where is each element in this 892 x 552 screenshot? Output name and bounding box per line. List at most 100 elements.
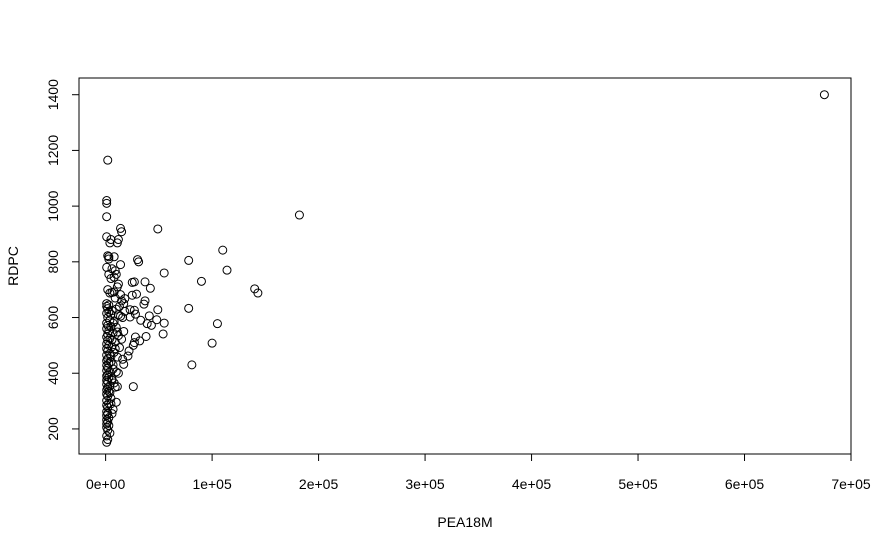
data-point (123, 351, 133, 361)
y-tick-label: 1400 (45, 79, 61, 110)
data-point (145, 283, 155, 293)
y-tick-label: 600 (45, 306, 61, 330)
plot-box (78, 77, 852, 455)
x-axis-label: PEA18M (437, 514, 492, 530)
data-point (152, 315, 162, 325)
data-point (102, 196, 112, 206)
y-tick-label: 1000 (45, 190, 61, 221)
data-point (127, 277, 137, 287)
data-point (128, 340, 138, 350)
data-point (106, 274, 116, 284)
data-point (117, 296, 127, 306)
data-point (119, 359, 129, 369)
data-point (146, 320, 156, 330)
data-point (102, 344, 112, 354)
data-point (125, 305, 135, 315)
data-point (184, 303, 194, 313)
data-point (102, 385, 112, 395)
data-point (104, 386, 114, 396)
data-point (159, 318, 169, 328)
data-point (116, 260, 126, 270)
data-point (107, 335, 117, 345)
data-point (105, 388, 115, 398)
x-tick-label: 5e+05 (618, 476, 658, 492)
x-tick-label: 6e+05 (725, 476, 765, 492)
data-point (184, 255, 194, 265)
data-point (141, 331, 151, 341)
data-point (105, 428, 115, 438)
data-point (108, 328, 118, 338)
data-point (196, 276, 206, 286)
data-point (222, 265, 232, 275)
data-point (106, 352, 116, 362)
data-point (124, 346, 134, 356)
data-point (109, 252, 119, 262)
data-point (129, 305, 139, 315)
data-point (110, 344, 120, 354)
data-point (125, 312, 135, 322)
data-point (106, 399, 116, 409)
y-axis-label: RDPC (5, 246, 21, 286)
data-point (158, 329, 168, 339)
data-point (114, 343, 124, 353)
data-point (114, 301, 124, 311)
data-point (153, 224, 163, 234)
data-point (102, 350, 112, 360)
data-point (105, 238, 115, 248)
data-point (102, 437, 112, 447)
data-point (212, 319, 222, 329)
data-point (106, 309, 116, 319)
data-point (102, 198, 112, 208)
data-point (112, 282, 122, 292)
x-tick-label: 4e+05 (512, 476, 552, 492)
data-point (102, 431, 112, 441)
data-point (159, 268, 169, 278)
data-point (133, 255, 143, 265)
data-point (102, 212, 112, 222)
data-point (118, 354, 128, 364)
y-tick-label: 800 (45, 250, 61, 274)
data-point (132, 289, 142, 299)
data-point (112, 352, 122, 362)
data-points (102, 90, 829, 447)
data-point (140, 277, 150, 287)
x-tick-label: 1e+05 (192, 476, 232, 492)
data-point (127, 290, 137, 300)
data-point (153, 305, 163, 315)
data-point (104, 252, 114, 262)
data-point (103, 155, 113, 165)
data-point (104, 269, 114, 279)
data-point (105, 315, 115, 325)
y-axis: 200 400 600 800 1000 1200 1400 (45, 79, 80, 441)
data-point (130, 309, 140, 319)
data-point (218, 245, 228, 255)
data-point (819, 90, 829, 100)
data-point (107, 409, 117, 419)
data-point (117, 334, 127, 344)
data-point (107, 287, 117, 297)
data-point (108, 318, 118, 328)
data-point (144, 311, 154, 321)
x-tick-label: 2e+05 (299, 476, 339, 492)
data-point (207, 338, 217, 348)
x-tick-label: 0e+00 (86, 476, 126, 492)
data-point (110, 382, 120, 392)
y-tick-label: 200 (45, 417, 61, 441)
data-point (130, 332, 140, 342)
data-point (128, 382, 138, 392)
data-point (294, 210, 304, 220)
y-tick-label: 400 (45, 361, 61, 385)
data-point (139, 299, 149, 309)
data-point (102, 419, 112, 429)
x-axis: 0e+00 1e+05 2e+05 3e+05 4e+05 5e+05 6e+05 7e+05 (86, 453, 871, 492)
y-tick-label: 1200 (45, 135, 61, 166)
data-point (103, 425, 113, 435)
data-point (136, 315, 146, 325)
data-point (253, 288, 263, 298)
data-point (104, 254, 114, 264)
data-point (134, 257, 144, 267)
data-point (102, 262, 112, 272)
data-point (116, 311, 126, 321)
data-point (112, 238, 122, 248)
